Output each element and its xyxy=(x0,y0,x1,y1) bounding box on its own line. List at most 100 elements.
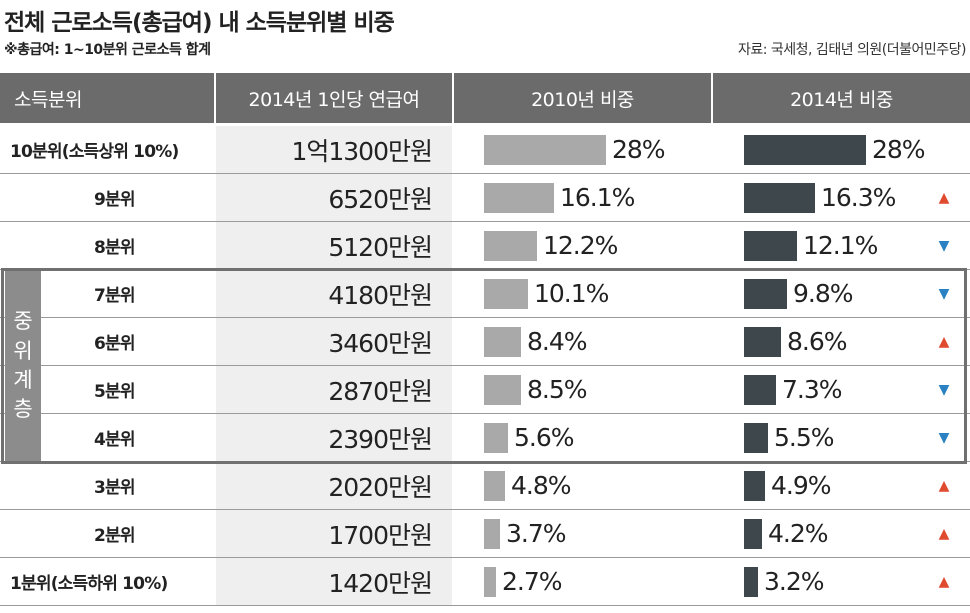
data-label-2010: 5.6% xyxy=(514,423,575,452)
row-salary-value: 5120만원 xyxy=(216,222,452,269)
bar-2010 xyxy=(484,183,554,213)
row-decile-label: 6분위 xyxy=(94,334,136,354)
data-label-2010: 4.8% xyxy=(511,471,572,500)
row-salary-value: 1700만원 xyxy=(216,510,452,557)
data-label-2014: 4.9% xyxy=(771,471,832,500)
data-label-2014: 7.3% xyxy=(782,375,843,404)
data-label-2014: 3.2% xyxy=(764,567,825,596)
row-divider xyxy=(0,413,970,414)
row-divider xyxy=(0,317,970,318)
bar-2010 xyxy=(484,231,537,261)
row-divider xyxy=(0,509,970,510)
row-decile-label: 3분위 xyxy=(94,478,136,498)
row-divider xyxy=(0,221,970,222)
row-decile-label: 7분위 xyxy=(94,286,136,306)
data-label-2014: 4.2% xyxy=(768,519,829,548)
table-row: 10분위(소득상위 10%) 1억1300만원 28% 28% xyxy=(0,126,970,174)
header-share-2010: 2010년 비중 xyxy=(454,73,711,123)
bar-2014 xyxy=(744,135,866,165)
table-row: 6분위 3460만원 8.4% 8.6% ▲ xyxy=(0,318,970,366)
trend-down-icon: ▼ xyxy=(938,381,950,398)
bar-2014 xyxy=(744,423,768,453)
trend-down-icon: ▼ xyxy=(938,237,950,254)
bar-2010 xyxy=(484,327,521,357)
row-salary-value: 3460만원 xyxy=(216,318,452,365)
table-row: 7분위 4180만원 10.1% 9.8% ▼ xyxy=(0,270,970,318)
bar-2014 xyxy=(744,567,758,597)
bar-2014 xyxy=(744,231,797,261)
data-label-2014: 28% xyxy=(872,135,926,164)
trend-down-icon: ▼ xyxy=(938,285,950,302)
data-label-2010: 8.5% xyxy=(527,375,588,404)
bar-2010 xyxy=(484,423,508,453)
trend-up-icon: ▲ xyxy=(938,189,950,206)
table-row: 8분위 5120만원 12.2% 12.1% ▼ xyxy=(0,222,970,270)
row-salary-value: 4180만원 xyxy=(216,270,452,317)
trend-down-icon: ▼ xyxy=(938,429,950,446)
middle-class-label-char: 계 xyxy=(13,368,33,392)
data-label-2010: 3.7% xyxy=(506,519,567,548)
bar-2014 xyxy=(744,375,776,405)
chart-source: 자료: 국세청, 김태년 의원(더불어민주당) xyxy=(737,42,967,58)
bar-2014 xyxy=(744,279,787,309)
row-divider xyxy=(0,365,970,366)
row-divider xyxy=(0,557,970,558)
middle-class-label-char: 중 xyxy=(13,309,33,334)
trend-up-icon: ▲ xyxy=(938,573,950,590)
row-decile-label: 5분위 xyxy=(94,382,136,402)
data-label-2014: 16.3% xyxy=(821,183,896,212)
data-label-2010: 2.7% xyxy=(502,567,563,596)
table-row: 1분위(소득하위 10%) 1420만원 2.7% 3.2% ▲ xyxy=(0,558,970,606)
data-label-2010: 28% xyxy=(612,135,666,164)
row-salary-value: 2020만원 xyxy=(216,462,452,509)
row-decile-label: 8분위 xyxy=(94,238,136,258)
bar-2010 xyxy=(484,135,606,165)
row-divider xyxy=(0,173,970,174)
row-salary-value: 2390만원 xyxy=(216,414,452,461)
row-decile-label: 2분위 xyxy=(94,526,136,546)
table-row: 5분위 2870만원 8.5% 7.3% ▼ xyxy=(0,366,970,414)
header-income-decile: 소득분위 xyxy=(0,73,214,123)
data-label-2014: 8.6% xyxy=(787,327,848,356)
row-salary-value: 2870만원 xyxy=(216,366,452,413)
row-decile-label: 9분위 xyxy=(94,190,136,210)
header-salary: 2014년 1인당 연급여 xyxy=(216,73,452,123)
data-label-2014: 5.5% xyxy=(774,423,835,452)
bar-2010 xyxy=(484,567,496,597)
bar-2010 xyxy=(484,279,528,309)
trend-up-icon: ▲ xyxy=(938,333,950,350)
chart-title: 전체 근로소득(총급여) 내 소득분위별 비중 xyxy=(4,10,395,36)
data-label-2010: 8.4% xyxy=(527,327,588,356)
middle-class-box xyxy=(1,268,967,464)
bar-2010 xyxy=(484,471,505,501)
row-decile-label: 10분위(소득상위 10%) xyxy=(10,142,179,162)
bar-2014 xyxy=(744,519,762,549)
bar-2010 xyxy=(484,375,521,405)
middle-class-label-char: 위 xyxy=(13,338,33,363)
table-row: 3분위 2020만원 4.8% 4.9% ▲ xyxy=(0,462,970,510)
middle-class-label-char: 층 xyxy=(13,397,33,422)
bar-2014 xyxy=(744,327,781,357)
data-label-2014: 12.1% xyxy=(803,231,878,260)
bar-2014 xyxy=(744,471,765,501)
bar-2010 xyxy=(484,519,500,549)
trend-up-icon: ▲ xyxy=(938,525,950,542)
header-share-2014: 2014년 비중 xyxy=(713,73,970,123)
data-label-2010: 10.1% xyxy=(534,279,609,308)
data-label-2014: 9.8% xyxy=(793,279,854,308)
income-share-table: 소득분위 2014년 1인당 연급여 2010년 비중 2014년 비중 10분… xyxy=(0,73,970,613)
row-decile-label: 1분위(소득하위 10%) xyxy=(10,574,168,594)
trend-up-icon: ▲ xyxy=(938,477,950,494)
row-decile-label: 4분위 xyxy=(94,430,136,450)
table-row: 9분위 6520만원 16.1% 16.3% ▲ xyxy=(0,174,970,222)
table-row: 2분위 1700만원 3.7% 4.2% ▲ xyxy=(0,510,970,558)
row-salary-value: 6520만원 xyxy=(216,174,452,221)
bar-2014 xyxy=(744,183,815,213)
chart-note: ※총급여: 1~10분위 근로소득 합계 xyxy=(4,42,211,58)
row-divider xyxy=(0,605,970,606)
row-salary-value: 1420만원 xyxy=(216,558,452,605)
data-label-2010: 16.1% xyxy=(560,183,635,212)
row-salary-value: 1억1300만원 xyxy=(216,126,452,173)
data-label-2010: 12.2% xyxy=(543,231,618,260)
